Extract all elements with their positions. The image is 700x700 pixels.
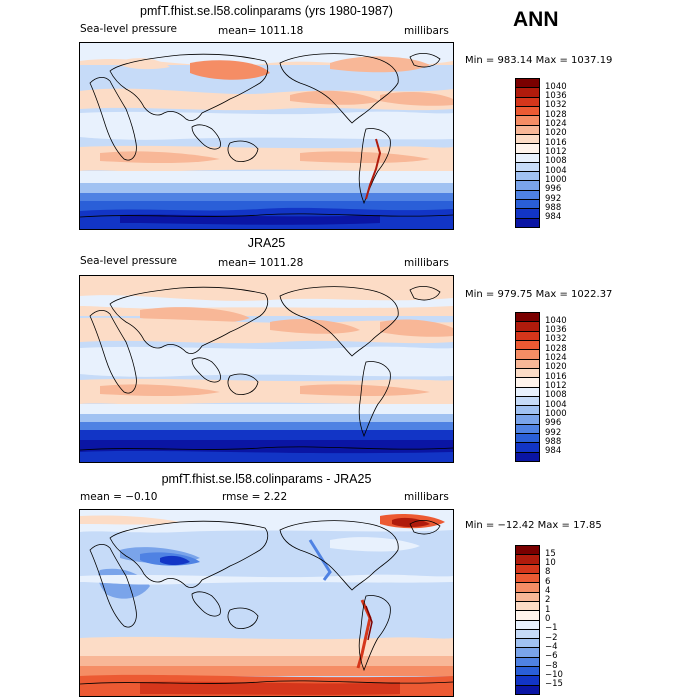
colorbar-tick-label: 1000 [545,175,567,185]
panel-1-title: pmfT.fhist.se.l58.colinparams (yrs 1980-… [140,4,393,18]
colorbar-tick-label: 988 [545,203,562,213]
colorbar-tick-label: 1004 [545,400,567,410]
panel-3-colorbar [515,545,540,695]
colorbar-tick-label: 4 [545,586,551,596]
colorbar-tick-label: 1032 [545,100,567,110]
panel-2-units-label: millibars [404,257,449,269]
panel-1-mean-label: mean= 1011.18 [218,25,304,37]
colorbar-tick-label: −15 [545,679,563,689]
panel-3-min-max: Min = −12.42 Max = 17.85 [465,520,602,531]
colorbar-tick-label: −1 [545,623,558,633]
colorbar-tick-label: 1032 [545,334,567,344]
panel-3-map-field [80,510,453,696]
panel-3-mean-label: mean = −0.10 [80,491,158,503]
panel-2-title: JRA25 [247,236,286,250]
colorbar-tick-label: 996 [545,184,562,194]
colorbar-tick-label: 1028 [545,110,567,120]
colorbar-tick-label: 1024 [545,119,567,129]
panel-1-colorbar [515,78,540,228]
colorbar-tick-label: 6 [545,577,551,587]
colorbar-tick-label: 1036 [545,91,567,101]
colorbar-tick-label: 1040 [545,316,567,326]
panel-3-units-label: millibars [404,491,449,503]
colorbar-tick-label: 1016 [545,138,567,148]
panel-1-units-label: millibars [404,25,449,37]
colorbar-tick-label: 1028 [545,344,567,354]
colorbar-tick-label: 1000 [545,409,567,419]
colorbar-tick-label: 992 [545,194,562,204]
colorbar-tick-label: −4 [545,642,558,652]
colorbar-tick-label: 992 [545,428,562,438]
colorbar-tick-label: 1 [545,605,551,615]
panel-1-variable-label: Sea-level pressure [80,23,178,35]
panel-3-title: pmfT.fhist.se.l58.colinparams - JRA25 [161,472,372,486]
colorbar-tick-label: 1012 [545,381,567,391]
panel-2-min-max: Min = 979.75 Max = 1022.37 [465,289,613,300]
colorbar-tick-label: 1016 [545,372,567,382]
colorbar-tick-label: 2 [545,595,551,605]
colorbar-tick-label: 0 [545,614,551,624]
colorbar-tick-label: −8 [545,661,558,671]
colorbar-tick-label: 996 [545,418,562,428]
panel-2-colorbar [515,312,540,462]
coastlines [80,53,453,218]
colorbar-tick-label: −2 [545,633,558,643]
colorbar-tick-label: 988 [545,437,562,447]
colorbar-tick-label: 1024 [545,353,567,363]
colorbar-tick-label: 1008 [545,156,567,166]
panel-3-colorbar-labels: 15 10 8 6 4 2 1 0 −1 −2 −4 −6 −8 −10 −15 [545,545,585,695]
colorbar-tick-label: 8 [545,567,551,577]
colorbar-tick-label: 1040 [545,82,567,92]
panel-2-colorbar-labels: 1040 1036 1032 1028 1024 1020 1016 1012 … [545,312,585,462]
panel-1-min-max: Min = 983.14 Max = 1037.19 [465,55,613,66]
colorbar-tick-label: 10 [545,558,556,568]
panel-2-variable-label: Sea-level pressure [80,255,178,267]
colorbar-tick-label: 1020 [545,362,567,372]
colorbar-tick-label: 15 [545,549,556,559]
panel-2-mean-label: mean= 1011.28 [218,257,304,269]
colorbar-tick-label: 1012 [545,147,567,157]
colorbar-tick-label: 1008 [545,390,567,400]
colorbar-tick-label: 1036 [545,325,567,335]
panel-1-map-field [80,43,453,229]
coastlines [80,286,453,451]
panel-1-colorbar-labels: 1040 1036 1032 1028 1024 1020 1016 1012 … [545,78,585,228]
panel-3-rmse-label: rmse = 2.22 [222,491,288,503]
season-label: ANN [513,8,559,31]
coastlines [80,520,453,685]
colorbar-tick-label: 984 [545,212,562,222]
panel-2-map-field [80,276,453,462]
panel-2-map [79,275,454,463]
colorbar-tick-label: 984 [545,446,562,456]
colorbar-tick-label: 1004 [545,166,567,176]
panel-3-map [79,509,454,697]
colorbar-tick-label: 1020 [545,128,567,138]
colorbar-tick-label: −6 [545,651,558,661]
panel-1-map [79,42,454,230]
colorbar-tick-label: −10 [545,670,563,680]
